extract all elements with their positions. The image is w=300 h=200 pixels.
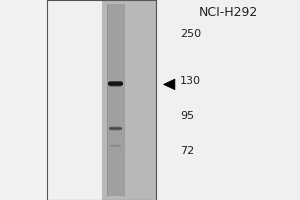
Bar [109,82,122,83]
Bar [108,84,123,85]
Bar [110,129,121,130]
Bar [109,129,122,130]
Bar [107,4,124,196]
Bar [108,83,123,84]
Bar [109,85,122,86]
Bar [111,126,120,127]
Bar [108,82,123,84]
Text: 95: 95 [180,111,194,121]
Bar [102,0,156,200]
Text: 250: 250 [180,29,201,39]
Text: 130: 130 [180,76,201,86]
Bar [0,0,46,200]
Bar [109,85,122,86]
Bar [112,144,118,145]
Bar [110,86,121,87]
Bar [110,127,121,128]
Bar [111,146,120,147]
Bar [110,81,121,82]
Polygon shape [164,79,175,90]
Bar [108,84,123,85]
Bar [110,145,121,146]
Bar [111,130,120,131]
Bar [109,128,122,129]
Bar [109,81,122,82]
Text: NCI-H292: NCI-H292 [198,6,258,20]
Bar [109,127,122,128]
Bar [109,128,122,129]
Text: 72: 72 [180,146,194,156]
